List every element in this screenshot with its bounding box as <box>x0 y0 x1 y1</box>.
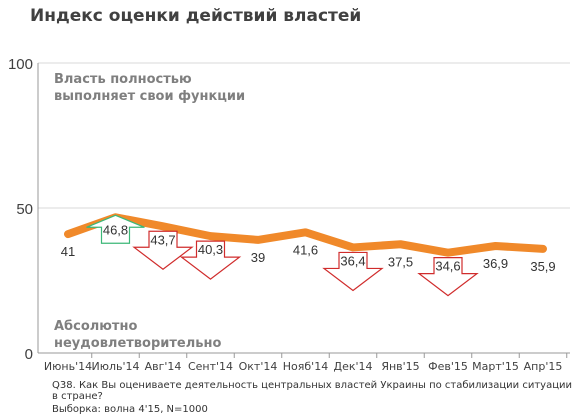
data-label: 41 <box>61 244 75 259</box>
change-up-marker <box>86 214 145 244</box>
x-tick-label: Фев'15 <box>428 360 468 373</box>
data-label: 40,3 <box>198 242 223 257</box>
data-label: 34,6 <box>435 259 460 274</box>
change-down-marker <box>179 240 242 280</box>
index-series-line <box>64 213 547 257</box>
data-label: 36,4 <box>340 253 365 268</box>
x-tick-label: Нояб'14 <box>283 360 328 373</box>
x-tick-label: Дек'14 <box>333 360 372 373</box>
x-tick-label: Янв'15 <box>381 360 419 373</box>
x-tick-label: Окт'14 <box>239 360 278 373</box>
x-tick-label: Июнь'14 <box>44 360 92 373</box>
data-label: 41,6 <box>293 242 318 257</box>
question-text-line2: в стране? <box>52 391 103 402</box>
y-tick-label: 50 <box>16 201 33 218</box>
data-label: 46,8 <box>103 222 128 237</box>
change-down-marker <box>417 257 479 297</box>
bottom-scale-label: неудовлетворительно <box>54 336 221 351</box>
data-label: 43,7 <box>150 232 175 247</box>
x-tick-label: Март'15 <box>472 360 519 373</box>
x-tick-label: Сент'14 <box>188 360 233 373</box>
bottom-scale-label: Абсолютно <box>54 319 137 334</box>
x-tick-label: Июль'14 <box>91 360 139 373</box>
x-tick-label: Апр'15 <box>524 360 563 373</box>
change-down-marker <box>322 251 384 292</box>
top-scale-label: выполняет свои функции <box>54 89 245 104</box>
data-label: 36,9 <box>483 256 508 271</box>
y-tick-label: 0 <box>25 346 33 363</box>
data-label: 39 <box>251 250 265 265</box>
data-label: 35,9 <box>530 259 555 274</box>
question-text-line1: Q38. Как Вы оцениваете деятельность цент… <box>52 380 573 391</box>
y-tick-label: 100 <box>8 56 33 73</box>
top-scale-label: Власть полностью <box>54 72 192 87</box>
x-tick-label: Авг'14 <box>145 360 182 373</box>
data-label: 37,5 <box>388 254 413 269</box>
change-down-marker <box>132 230 194 271</box>
sample-note: Выборка: волна 4'15, N=1000 <box>52 404 208 415</box>
chart-title: Индекс оценки действий властей <box>30 6 362 26</box>
